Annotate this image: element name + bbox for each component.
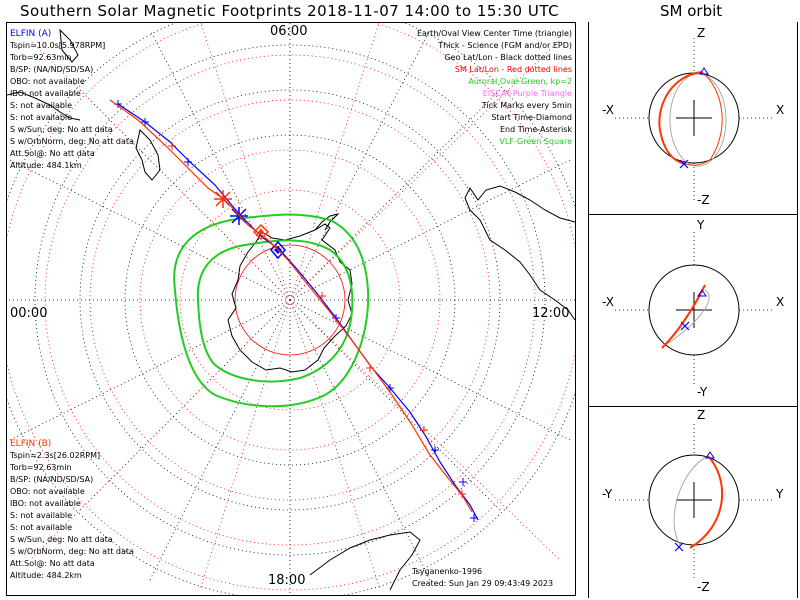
- legend-item: Auroral Oval-Green, kp=2: [468, 77, 572, 86]
- elfin-b-line: OBO: not available: [10, 487, 85, 496]
- elfin-a-line: S: not available: [10, 101, 73, 110]
- legend: Earth/Oval View Center Time (triangle) T…: [417, 28, 572, 148]
- orbit-axis-bottom: -Y: [697, 385, 708, 399]
- antarctica-coastline: [227, 223, 353, 373]
- elfin-b-end-asterisk: [214, 190, 232, 208]
- model-label: Tsyganenko-1996: [412, 567, 483, 576]
- antarctic-peninsula: [314, 213, 340, 231]
- footprint-map-frame: [6, 22, 576, 596]
- elfin-a-name: ELFIN (A): [10, 29, 52, 39]
- sm-orbit-title: SM orbit: [660, 2, 723, 20]
- orbit-axis-right: X: [776, 103, 785, 117]
- sm-orbit-panel-xy: [615, 232, 772, 385]
- south-america-coastline: [464, 185, 575, 321]
- elfin-a-info: ELFIN (A) Tspin=10.0s[5.978RPM] Torb=92.…: [10, 28, 134, 172]
- created-timestamp: Created: Sun Jan 29 09:43:49 2023: [412, 579, 554, 588]
- elfin-a-line: B/SP: (NA/ND/SD/SA): [10, 65, 94, 74]
- elfin-b-info: ELFIN (B) Tspin=2.3s[26.02RPM] Torb=92.6…: [10, 438, 134, 582]
- time-label-right: 12:00: [532, 306, 570, 321]
- legend-item: Geo Lat/Lon - Black dotted lines: [444, 53, 572, 62]
- orbit-axis-right: Y: [776, 487, 784, 501]
- legend-item: EISCAT-Purple Triangle: [482, 89, 572, 98]
- elfin-b-start-diamond: [252, 223, 270, 241]
- elfin-a-line: S: not available: [10, 113, 73, 122]
- time-label-top: 06:00: [270, 24, 308, 39]
- elfin-a-line: Att.Sol@: No att data: [10, 149, 95, 158]
- orbit-axis-bottom: -Z: [697, 580, 710, 594]
- orbit-axis-left: -X: [602, 295, 614, 309]
- australia-coastline: [7, 91, 161, 181]
- elfin-b-line: IBO: not available: [10, 499, 81, 508]
- elfin-b-line: Torb=92.63min: [10, 463, 72, 472]
- legend-item: SM Lat/Lon - Red dotted lines: [454, 65, 572, 74]
- elfin-b-line: B/SP: (NA/ND/SD/SA): [10, 475, 94, 484]
- page-title: Southern Solar Magnetic Footprints 2018-…: [20, 2, 560, 20]
- sm-pole-circle: [234, 244, 346, 356]
- elfin-a-line: Torb=92.63min: [10, 53, 72, 62]
- elfin-b-line: S: not available: [10, 523, 73, 532]
- sm-orbit-panel-xz: [615, 38, 772, 200]
- africa-coastline: [309, 531, 421, 591]
- orbit-axis-bottom: -Z: [697, 193, 710, 207]
- orbit-axis-top: Y: [697, 218, 705, 232]
- elfin-b-line: Altitude: 484.2km: [10, 571, 82, 580]
- elfin-b-tick-marks: [168, 142, 466, 498]
- orbit-axis-top: Z: [697, 408, 706, 422]
- auroral-oval-inner: [196, 239, 354, 383]
- orbit-panel-divider: [588, 214, 798, 215]
- legend-item: Earth/Oval View Center Time (triangle): [416, 29, 572, 38]
- legend-item: Tick Marks every 5min: [481, 101, 572, 110]
- elfin-a-line: S w/OrbNorm, deg: No att data: [10, 137, 134, 146]
- elfin-a-start-diamond: [270, 240, 286, 260]
- orbit-panel-divider: [588, 406, 798, 407]
- elfin-a-line: IBO: not available: [10, 89, 81, 98]
- sm-orbit-frame: [588, 22, 798, 598]
- auroral-oval-outer: [173, 213, 370, 408]
- sm-orbit-panel-yz: [615, 424, 772, 580]
- elfin-a-line: OBO: not available: [10, 77, 85, 86]
- legend-item: VLF-Green Square: [499, 137, 572, 146]
- elfin-a-line: Altitude: 484.1km: [10, 161, 82, 170]
- orbit-axis-left: -Y: [602, 487, 613, 501]
- elfin-a-line: S w/Sun, deg: No att data: [10, 125, 113, 134]
- orbit-axis-top: Z: [697, 26, 706, 40]
- elfin-b-line: S w/Sun, deg: No att data: [10, 535, 113, 544]
- orbit-axis-left: -X: [602, 103, 614, 117]
- elfin-b-line: Tspin=2.3s[26.02RPM]: [10, 451, 101, 460]
- elfin-b-line: S w/OrbNorm, deg: No att data: [10, 547, 134, 556]
- legend-item: Thick - Science (FGM and/or EPD): [438, 41, 572, 50]
- sm-longitude-lines: [29, 23, 561, 591]
- elfin-b-line: Att.Sol@: No att data: [10, 559, 95, 568]
- time-label-left: 00:00: [10, 306, 48, 321]
- elfin-a-line: Tspin=10.0s[5.978RPM]: [10, 41, 106, 50]
- orbit-axis-right: X: [776, 295, 785, 309]
- time-label-bottom: 18:00: [268, 573, 306, 588]
- elfin-b-name: ELFIN (B): [10, 439, 52, 449]
- legend-item: End Time-Asterisk: [499, 125, 572, 134]
- new-zealand-coastline: [59, 28, 79, 63]
- legend-item: Start Time-Diamond: [491, 113, 572, 122]
- elfin-b-track: [109, 99, 473, 513]
- eiscat-triangle: [257, 228, 265, 234]
- elfin-b-line: S: not available: [10, 511, 73, 520]
